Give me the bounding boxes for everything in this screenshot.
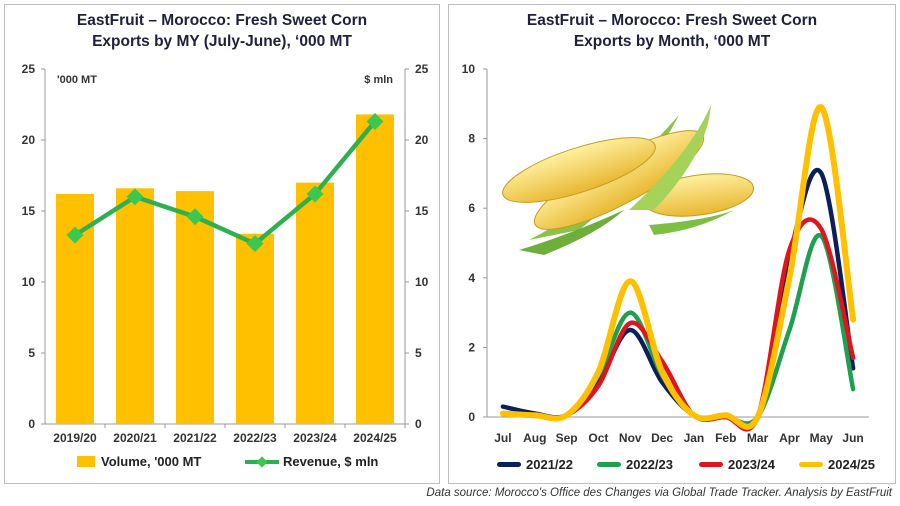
legend-volume: Volume, '000 MT <box>77 454 201 469</box>
left-y-tick-label: 0 <box>28 417 35 431</box>
right-y-tick-label: 25 <box>415 62 429 76</box>
x-tick-label: Jul <box>494 431 511 445</box>
volume-bar <box>116 188 154 424</box>
y-tick-label: 4 <box>468 271 475 285</box>
right-axis-unit: $ mln <box>364 74 393 86</box>
revenue-point <box>186 208 204 226</box>
x-tick-label: 2023/24 <box>293 431 337 445</box>
left-y-tick-label: 25 <box>22 62 36 76</box>
left-chart-title: EastFruit – Morocco: Fresh Sweet Corn Ex… <box>76 12 368 50</box>
legend-item: 2021/22 <box>497 457 573 472</box>
source-note: Data source: Morocco's Office des Change… <box>426 487 892 499</box>
legend-label: 2024/25 <box>828 457 875 472</box>
legend-revenue: Revenue, $ mln <box>245 454 378 469</box>
x-tick-label: Apr <box>779 431 800 445</box>
x-tick-label: Jan <box>684 431 705 445</box>
y-tick-label: 2 <box>468 340 475 354</box>
legend-label: 2021/22 <box>526 457 573 472</box>
left-y-tick-label: 20 <box>22 133 36 147</box>
x-tick-label: 2021/22 <box>173 431 217 445</box>
left-axis-unit: '000 MT <box>57 74 97 86</box>
volume-bar <box>356 114 394 424</box>
right-y-tick-label: 20 <box>415 133 429 147</box>
monthly-exports-panel: EastFruit – Morocco: Fresh Sweet Corn Ex… <box>448 4 896 484</box>
volume-bar <box>176 191 214 424</box>
x-tick-label: Dec <box>651 431 673 445</box>
revenue-point <box>246 235 264 253</box>
revenue-point <box>366 113 384 131</box>
sweet-corn-image <box>502 105 755 255</box>
monthly-exports-chart: 0 2 4 6 8 10 Jul Aug Sep Oct Nov Dec Jan Feb Mar Apr May… <box>462 62 869 445</box>
legend-swatch <box>699 462 723 467</box>
legend-volume-swatch <box>77 456 95 467</box>
legend-revenue-swatch <box>245 455 279 468</box>
right-y-tick-label: 10 <box>415 275 429 289</box>
husk-leaf-icon <box>519 210 624 255</box>
legend-label: 2023/24 <box>728 457 775 472</box>
x-tick-label: Jun <box>842 431 863 445</box>
x-tick-label: Aug <box>523 431 546 445</box>
left-y-tick-label: 15 <box>22 204 36 218</box>
legend-item: 2024/25 <box>799 457 875 472</box>
revenue-point <box>66 226 84 244</box>
x-tick-label: 2022/23 <box>233 431 277 445</box>
legend-label: 2022/23 <box>626 457 673 472</box>
y-tick-label: 10 <box>462 62 476 76</box>
y-tick-label: 6 <box>468 201 475 215</box>
volume-revenue-chart: 0 0 5 5 10 10 15 15 20 20 25 25 '000 MT $ mln 2019/20 2… <box>22 62 429 445</box>
y-tick-label: 0 <box>468 410 475 424</box>
x-tick-label: 2019/20 <box>53 431 97 445</box>
y-tick-label: 8 <box>468 132 475 146</box>
husk-leaf-icon <box>649 210 734 235</box>
husk-leaf-icon <box>629 105 711 210</box>
left-y-tick-label: 10 <box>22 275 36 289</box>
x-tick-label: May <box>810 431 834 445</box>
x-tick-label: Mar <box>747 431 769 445</box>
volume-bar <box>236 233 274 424</box>
left-y-tick-label: 5 <box>28 346 35 360</box>
x-tick-label: 2024/25 <box>353 431 397 445</box>
legend-swatch <box>497 462 521 467</box>
revenue-line <box>73 120 377 246</box>
right-y-tick-label: 0 <box>415 417 422 431</box>
right-y-tick-label: 5 <box>415 346 422 360</box>
legend-item: 2022/23 <box>597 457 673 472</box>
right-chart-title: EastFruit – Morocco: Fresh Sweet Corn Ex… <box>526 12 818 50</box>
revenue-point <box>306 185 324 203</box>
legend-item: 2023/24 <box>699 457 775 472</box>
volume-revenue-panel: EastFruit – Morocco: Fresh Sweet Corn Ex… <box>4 4 440 484</box>
x-tick-label: Feb <box>715 431 736 445</box>
corn-cob-icon <box>502 137 656 203</box>
legend-swatch <box>799 462 823 467</box>
x-tick-label: Sep <box>556 431 578 445</box>
series-line-2024-25 <box>499 104 857 430</box>
legend-swatch <box>597 462 621 467</box>
x-tick-label: 2020/21 <box>113 431 157 445</box>
x-tick-label: Oct <box>588 431 608 445</box>
volume-bar <box>296 182 334 424</box>
right-y-tick-label: 15 <box>415 204 429 218</box>
x-tick-label: Nov <box>619 431 642 445</box>
